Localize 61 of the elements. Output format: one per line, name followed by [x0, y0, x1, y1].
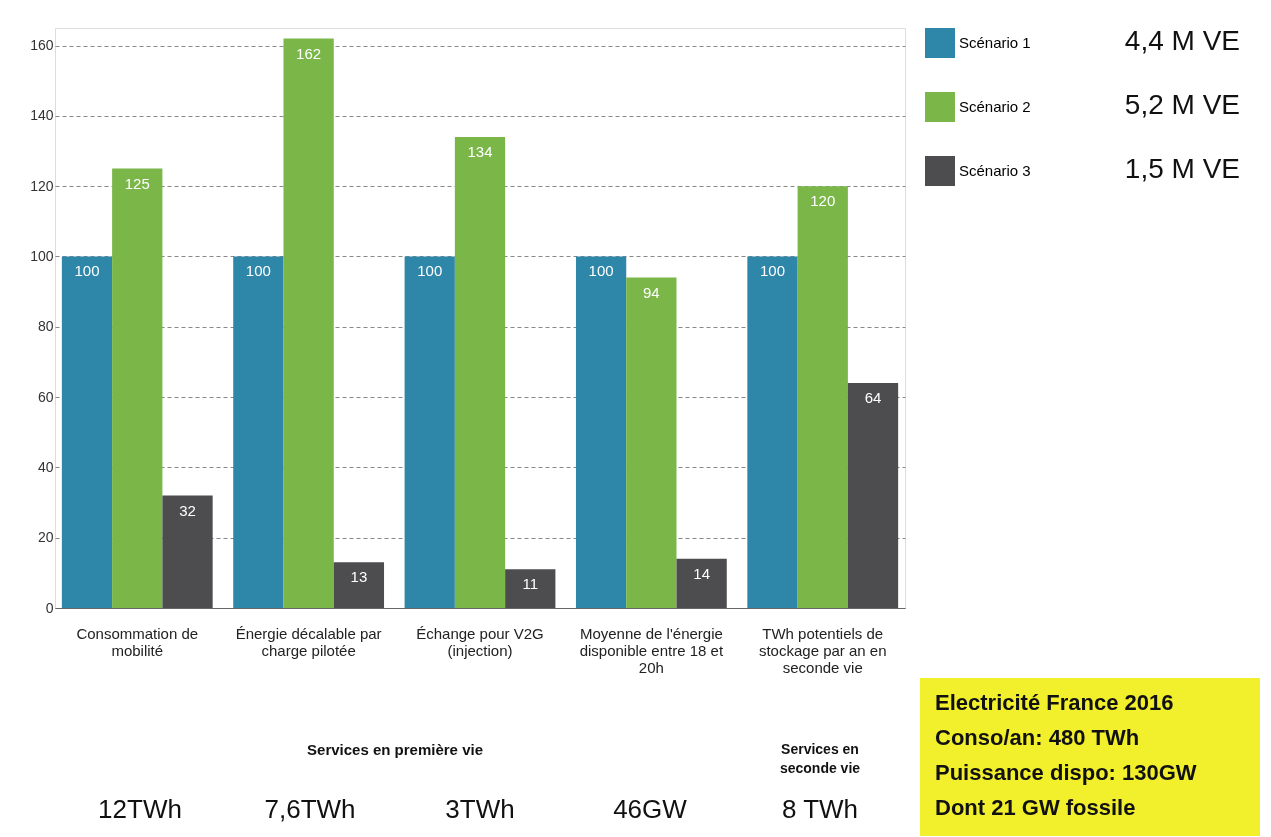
- bar: [505, 569, 556, 608]
- data-label: 94: [643, 283, 660, 301]
- text: Dont 21 GW fossile: [935, 795, 1136, 820]
- data-label: 13: [350, 568, 368, 586]
- y-tick-label: 80: [37, 318, 54, 335]
- text: 8 TWh: [781, 794, 859, 824]
- y-tick-label: 60: [37, 388, 54, 405]
- text: Services en seconde vie: [779, 741, 861, 776]
- bar: [61, 256, 113, 608]
- data-label: 162: [296, 44, 322, 62]
- text: Services en première vie: [307, 741, 483, 758]
- bar: [112, 168, 163, 608]
- text: 7,6TWh: [264, 794, 356, 824]
- data-label: 32: [179, 501, 196, 519]
- bar: [676, 558, 727, 608]
- bar: [333, 562, 385, 608]
- y-tick-label: 140: [30, 107, 54, 124]
- data-label: 120: [810, 192, 836, 210]
- x-tick-label: Consommation de mobilité: [76, 624, 199, 659]
- data-label: 100: [588, 262, 614, 280]
- bar: [797, 186, 848, 608]
- bar: [626, 277, 677, 608]
- text: 1,5 M VE: [1124, 153, 1240, 184]
- data-label: 14: [693, 564, 710, 582]
- x-tick-label: Échange pour V2G (injection): [416, 624, 544, 659]
- bar: [454, 136, 506, 608]
- y-tick-label: 160: [30, 37, 54, 54]
- x-tick-label: Énergie décalable par charge pilotée: [235, 624, 382, 659]
- bar: [847, 383, 899, 608]
- text: 3TWh: [445, 794, 515, 824]
- text: 46GW: [613, 794, 688, 824]
- data-label: 100: [417, 262, 443, 280]
- text: 12TWh: [98, 794, 182, 824]
- bar: [233, 256, 284, 608]
- bar: [404, 256, 455, 608]
- y-tick-label: 100: [30, 247, 54, 264]
- data-label: 64: [864, 389, 882, 407]
- x-tick-label: Moyenne de l'énergie disponible entre 18 et 20h: [579, 624, 724, 676]
- y-tick-label: 40: [37, 458, 54, 475]
- y-tick-label: 0: [45, 599, 54, 616]
- bar: [162, 495, 213, 608]
- legend-label: Scénario 3: [959, 162, 1031, 179]
- data-label: 100: [245, 262, 271, 280]
- bar: [747, 256, 798, 608]
- legend-label: Scénario 2: [959, 98, 1031, 115]
- data-label: 134: [467, 142, 493, 160]
- text: Puissance dispo: 130GW: [935, 760, 1197, 785]
- data-label: 125: [124, 174, 150, 192]
- y-tick-label: 20: [37, 529, 54, 546]
- data-label: 11: [522, 575, 539, 593]
- data-label: 100: [74, 262, 100, 280]
- text: Electricité France 2016: [935, 690, 1174, 715]
- text: 5,2 M VE: [1124, 89, 1240, 120]
- legend-label: Scénario 1: [959, 34, 1031, 51]
- text: 4,4 M VE: [1124, 25, 1240, 56]
- bar: [575, 256, 627, 608]
- x-tick-label: TWh potentiels de stockage par an en seconde vie: [758, 624, 887, 676]
- data-label: 100: [759, 262, 785, 280]
- y-tick-label: 120: [30, 177, 54, 194]
- text: Conso/an: 480 TWh: [935, 725, 1140, 750]
- bar: [283, 38, 334, 608]
